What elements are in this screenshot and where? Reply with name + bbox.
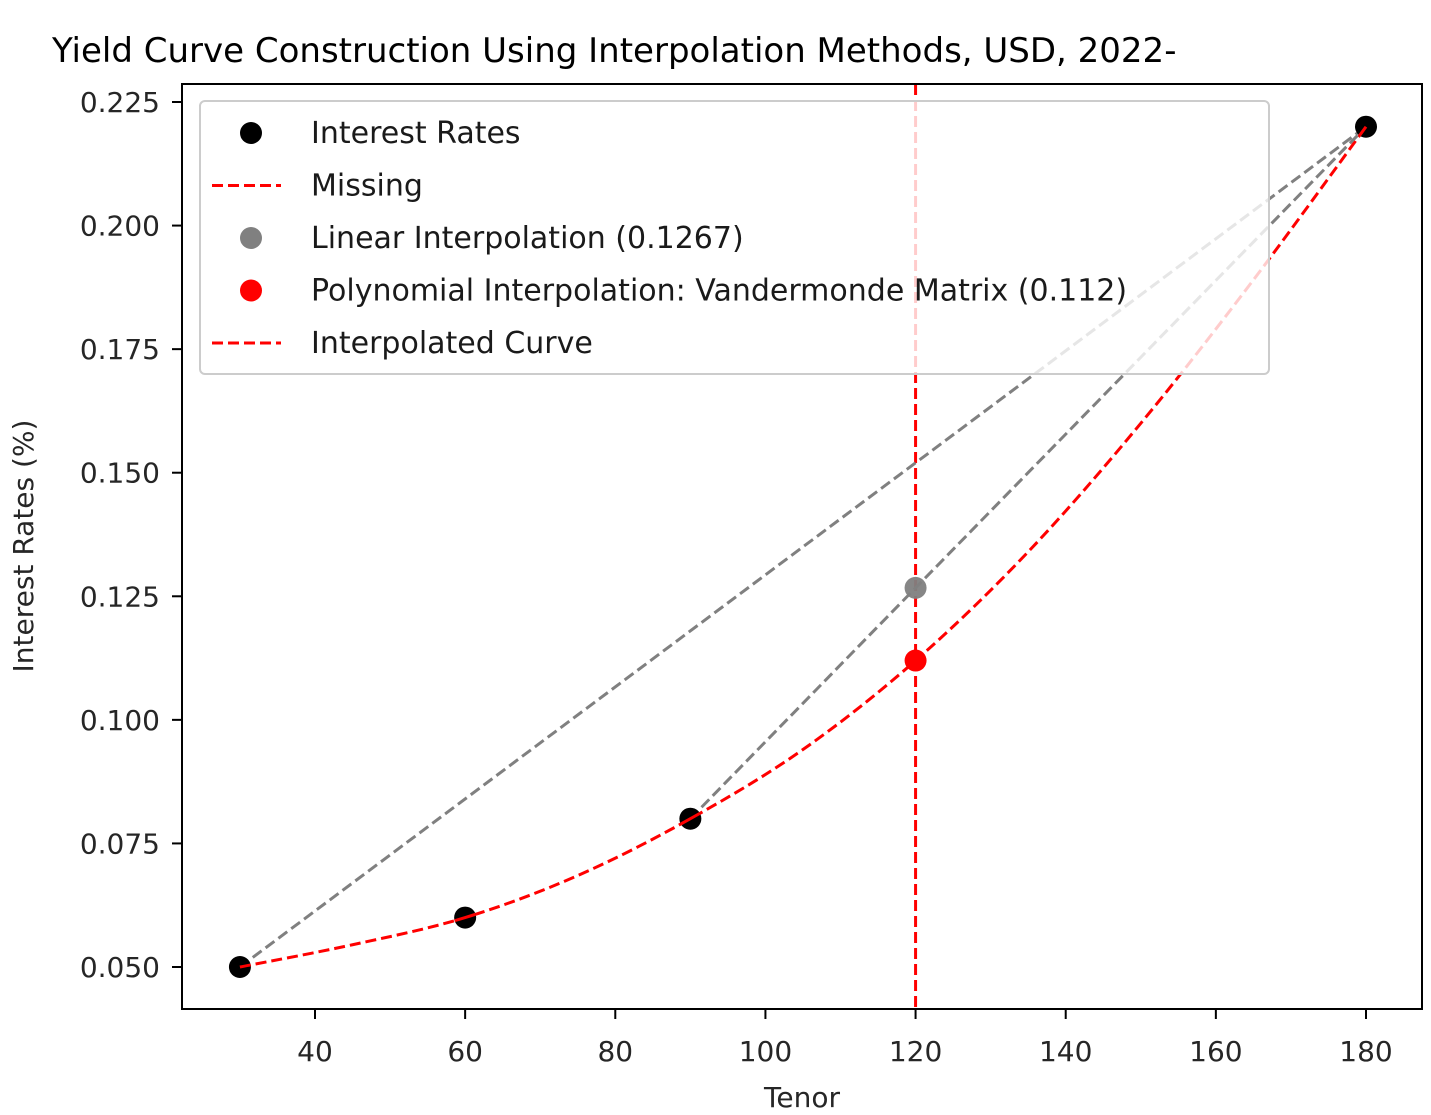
legend-label: Linear Interpolation (0.1267) <box>311 221 744 256</box>
legend-label: Missing <box>311 169 423 204</box>
legend-box <box>199 100 1270 375</box>
x-tick-label: 140 <box>1039 1035 1092 1068</box>
legend-label: Interest Rates <box>311 116 521 151</box>
x-tick-label: 100 <box>739 1035 792 1068</box>
legend-label: Interpolated Curve <box>311 326 593 361</box>
legend-item: Interpolated Curve <box>212 326 593 361</box>
y-tick-label: 0.150 <box>80 457 160 490</box>
x-axis-ticks: 40 60 80 100 120 140 160 180 <box>297 1009 1393 1068</box>
legend-dot-icon <box>240 122 262 144</box>
y-tick-label: 0.125 <box>80 580 160 613</box>
legend-item: Linear Interpolation (0.1267) <box>240 221 744 256</box>
x-axis-label: Tenor <box>763 1081 840 1114</box>
x-tick-label: 160 <box>1189 1035 1242 1068</box>
y-axis-label: Interest Rates (%) <box>7 420 40 673</box>
legend-dot-icon <box>240 279 262 302</box>
x-tick-label: 60 <box>447 1035 483 1068</box>
x-tick-label: 80 <box>597 1035 633 1068</box>
legend: Interest Rates Missing Linear Interpolatio… <box>199 100 1270 375</box>
y-tick-label: 0.100 <box>80 704 160 737</box>
legend-label: Polynomial Interpolation: Vandermonde Ma… <box>311 274 1127 309</box>
x-tick-label: 120 <box>889 1035 942 1068</box>
y-tick-label: 0.175 <box>80 333 160 366</box>
y-tick-label: 0.225 <box>80 86 160 119</box>
x-tick-label: 40 <box>297 1035 333 1068</box>
legend-item: Interest Rates <box>240 116 521 151</box>
y-axis-ticks: 0.050 0.075 0.100 0.125 0.150 0.175 0.200 0.225 <box>80 86 182 984</box>
polynomial-interpolation-vandermonde-matrix-0-112-marker <box>904 649 927 672</box>
chart-title: Yield Curve Construction Using Interpola… <box>51 31 1176 71</box>
legend-item: Polynomial Interpolation: Vandermonde Ma… <box>240 274 1127 309</box>
axes-frame <box>181 83 1423 1010</box>
y-tick-label: 0.200 <box>80 210 160 243</box>
y-tick-label: 0.050 <box>80 951 160 984</box>
linear-interpolation-0-1267-marker <box>904 576 927 599</box>
x-tick-label: 180 <box>1339 1035 1392 1068</box>
legend-item: Missing <box>212 169 423 204</box>
legend-dot-icon <box>240 227 262 249</box>
y-tick-label: 0.075 <box>80 827 160 860</box>
